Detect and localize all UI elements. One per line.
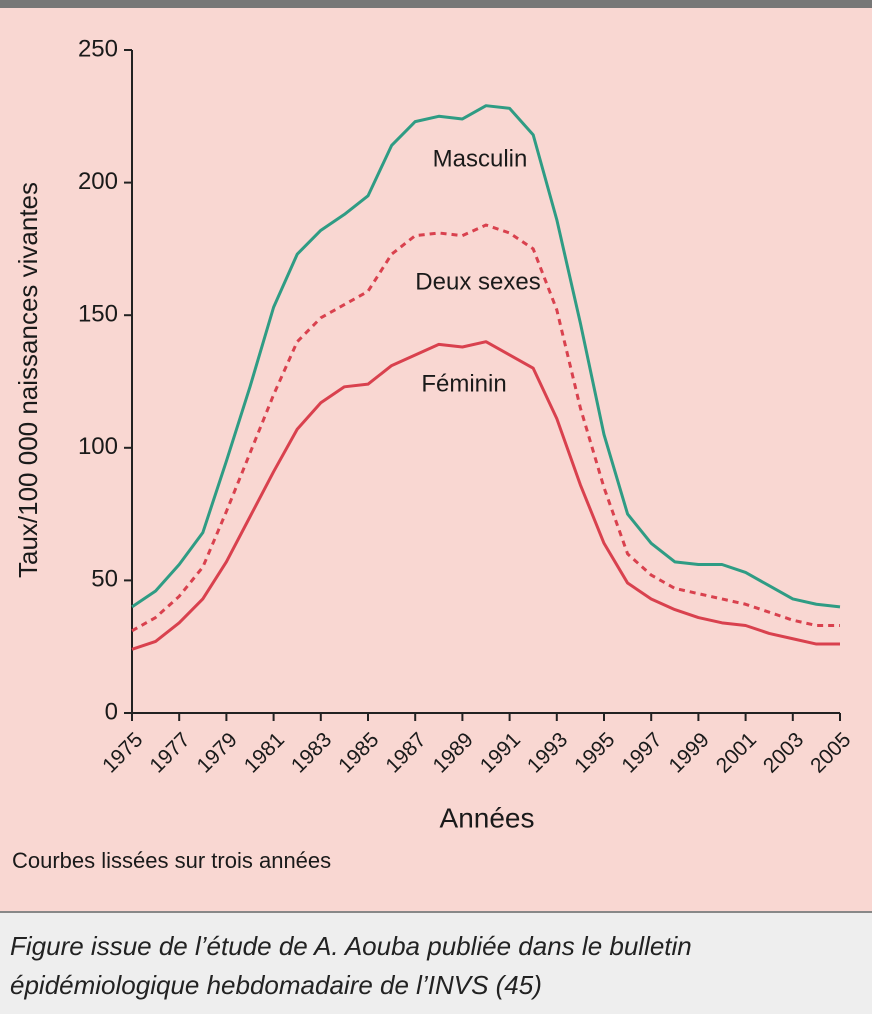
y-tick-label: 50	[91, 566, 118, 593]
y-tick-label: 150	[78, 301, 118, 328]
series-line	[131, 223, 840, 633]
series-label: Masculin	[433, 145, 528, 172]
y-tick-label: 200	[78, 168, 118, 195]
caption-line: épidémiologique hebdomadaire de l’INVS (…	[10, 970, 542, 1000]
top-border	[0, 0, 872, 8]
caption-line: Figure issue de l’étude de A. Aouba publ…	[10, 931, 692, 961]
series-line	[131, 104, 841, 609]
y-axis-label: Taux/100 000 naissances vivantes	[13, 182, 43, 578]
series-label: Deux sexes	[415, 268, 540, 295]
x-axis-label: Années	[440, 802, 535, 833]
note: Courbes lissées sur trois années	[12, 848, 331, 873]
series-line	[131, 340, 840, 651]
chart-background	[0, 8, 872, 912]
series-label: Féminin	[421, 370, 506, 397]
y-tick-label: 0	[105, 698, 118, 725]
y-tick-label: 250	[78, 35, 118, 62]
y-tick-label: 100	[78, 433, 118, 460]
